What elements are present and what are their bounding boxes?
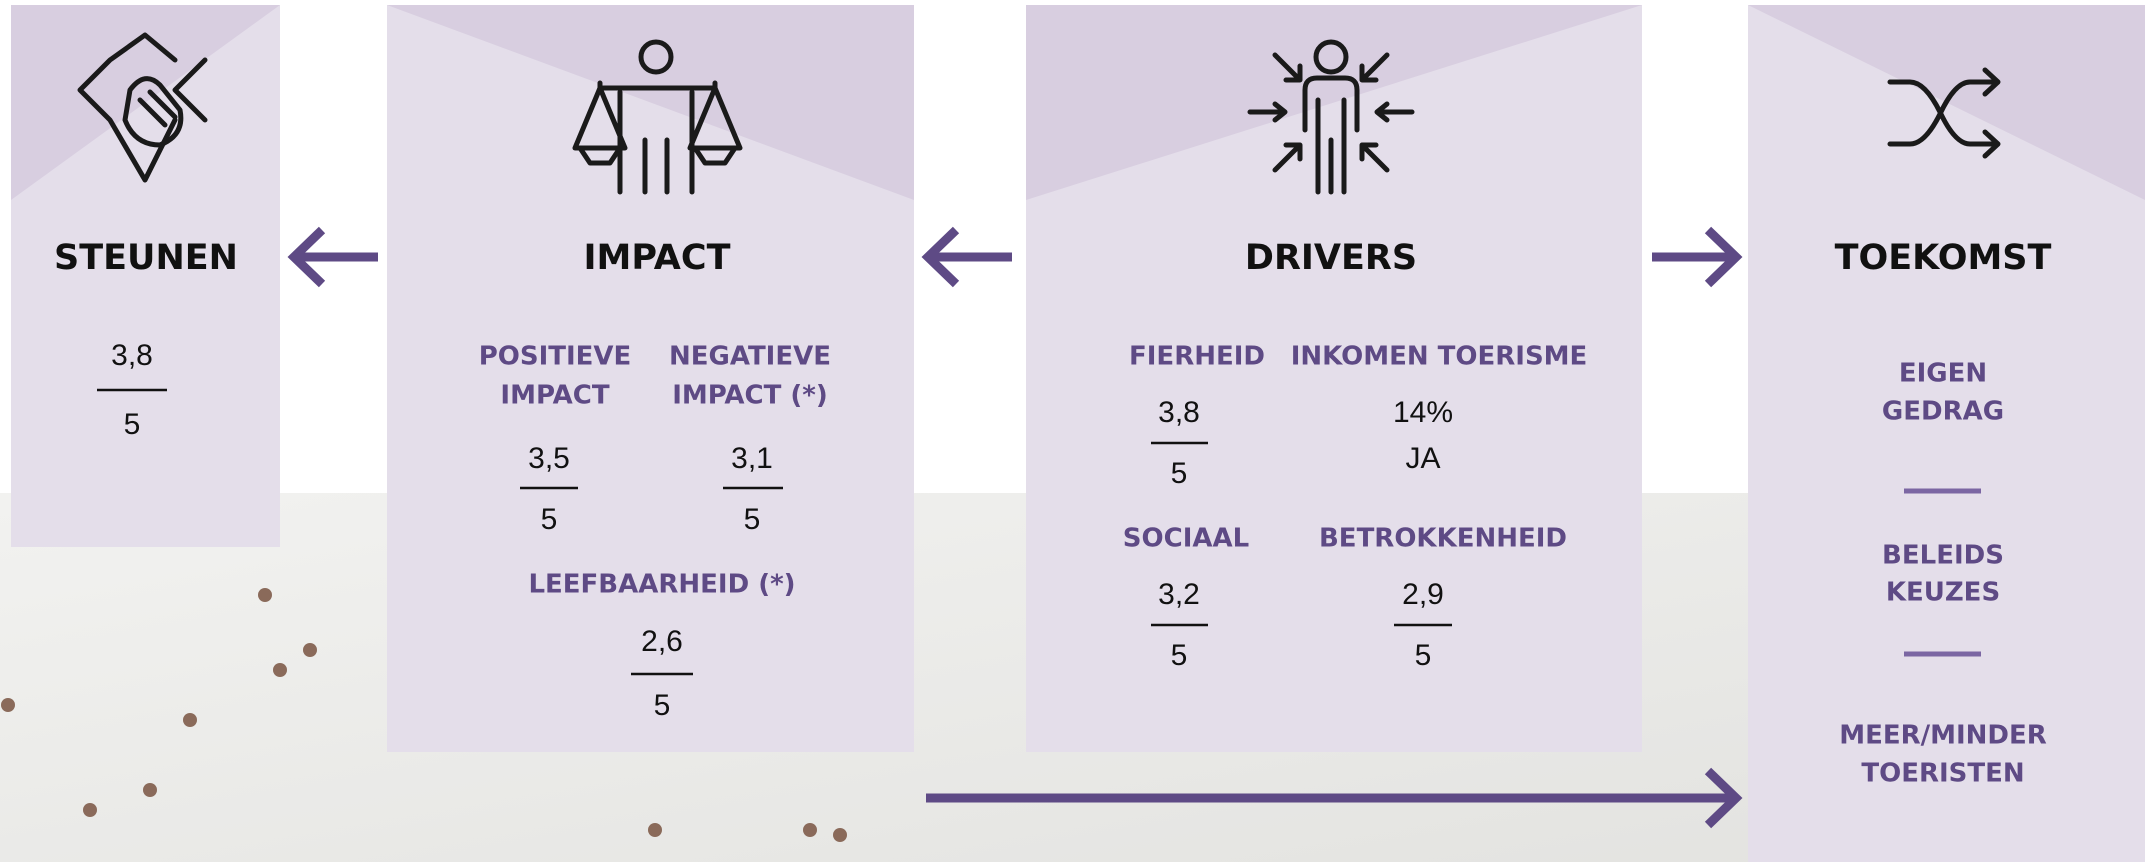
panel-title: STEUNEN (54, 238, 238, 278)
label: TOERISTEN (1861, 759, 2024, 789)
label: MEER/MINDER (1839, 721, 2047, 751)
label: IMPACT (500, 381, 609, 411)
score: 2,6 (641, 625, 683, 658)
person-arrows-icon (1247, 39, 1415, 195)
label: LEEFBAARHEID (*) (528, 570, 795, 600)
people (1, 588, 847, 842)
score-max: 5 (744, 503, 761, 536)
label: BETROKKENHEID (1319, 524, 1567, 554)
arrows (287, 226, 1743, 829)
label: POSITIEVE (479, 342, 632, 372)
score-max: 5 (654, 689, 671, 722)
label: GEDRAG (1882, 397, 2004, 427)
label: EIGEN (1899, 359, 1987, 389)
score: 2,9 (1402, 578, 1444, 611)
label: NEGATIEVE (669, 342, 831, 372)
panel-accent (1026, 5, 1642, 200)
label: IMPACT (*) (672, 381, 828, 411)
panel-accent (387, 5, 914, 200)
hands-icon (77, 32, 208, 183)
label: BELEIDS (1882, 541, 2004, 571)
score-max: 5 (1171, 457, 1188, 490)
score-max: 5 (1415, 639, 1432, 672)
score-max: 5 (124, 408, 141, 441)
shuffle-icon (1887, 67, 2001, 159)
label: SOCIAAL (1123, 524, 1249, 554)
panel-title: DRIVERS (1245, 238, 1417, 278)
panel-title: TOEKOMST (1835, 238, 2052, 278)
score-note: JA (1405, 442, 1440, 475)
panel-title: IMPACT (584, 238, 731, 278)
score: 3,1 (731, 442, 773, 475)
score: 3,5 (528, 442, 570, 475)
score-max: 5 (541, 503, 558, 536)
score: 3,2 (1158, 578, 1200, 611)
score: 3,8 (1158, 396, 1200, 429)
scale-icon (572, 39, 743, 195)
score: 14% (1393, 396, 1453, 429)
label: KEUZES (1886, 578, 2000, 608)
score: 3,8 (111, 339, 153, 372)
label: INKOMEN TOERISME (1291, 342, 1588, 372)
label: FIERHEID (1129, 342, 1265, 372)
score-max: 5 (1171, 639, 1188, 672)
